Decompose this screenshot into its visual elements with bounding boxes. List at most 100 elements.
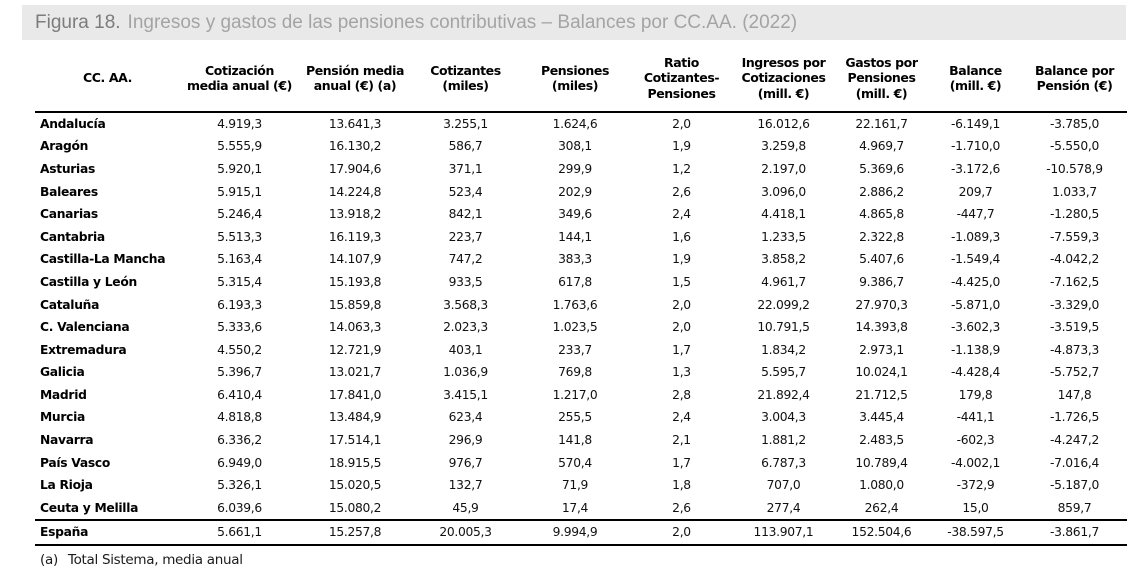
value-cell: 1,7 <box>672 455 691 470</box>
value-cell: 2,0 <box>672 297 691 312</box>
region-name-cell: Andalucía <box>40 116 106 131</box>
table-row: Cataluña 6.193,3 15.859,8 3.568,3 1.763,6 2,0… <box>35 294 1127 317</box>
table-row: Galicia 5.396,7 13.021,7 1.036,9 769,8 1,3 5.5… <box>35 361 1127 384</box>
column-header: Balance por Pensión (€) <box>1022 45 1127 113</box>
value-cell: 3.259,8 <box>761 139 806 154</box>
footnote-text: Total Sistema, media anual <box>67 552 243 568</box>
value-cell: 6.787,3 <box>761 455 806 470</box>
value-cell: 20.005,3 <box>411 519 520 546</box>
value-cell: 71,9 <box>561 478 589 493</box>
header-row: CC. AA. Cotización media anual (€) Pensión… <box>35 45 1127 113</box>
value-cell: 233,7 <box>558 342 592 357</box>
value-cell: 1,8 <box>672 478 691 493</box>
value-cell: 255,5 <box>558 410 592 425</box>
region-name-cell: Extremadura <box>40 342 127 357</box>
value-cell: 1.217,0 <box>552 387 598 402</box>
value-cell: 1,3 <box>672 365 691 380</box>
value-cell: 9.386,7 <box>859 274 904 289</box>
value-cell: 5.661,1 <box>180 519 299 546</box>
value-cell: 859,7 <box>1057 500 1092 515</box>
region-name-cell: Castilla y León <box>40 274 137 289</box>
value-cell: 15.080,2 <box>328 500 382 515</box>
value-cell: -10.578,9 <box>1046 162 1103 177</box>
value-cell: 4.961,7 <box>761 274 806 289</box>
value-cell: 6.949,0 <box>217 455 262 470</box>
value-cell: 1,5 <box>672 274 691 289</box>
value-cell: 132,7 <box>448 478 483 493</box>
value-cell: -3.172,6 <box>951 162 1000 177</box>
value-cell: -447,7 <box>956 207 995 222</box>
value-cell: -3.519,5 <box>1050 320 1099 335</box>
value-cell: 623,4 <box>448 410 483 425</box>
value-cell: 3.415,1 <box>443 387 488 402</box>
value-cell: 13.918,2 <box>328 207 382 222</box>
value-cell: 5.396,7 <box>217 365 262 380</box>
value-cell: 14.224,8 <box>328 184 382 199</box>
value-cell: 349,6 <box>558 207 592 222</box>
value-cell: 1.763,6 <box>552 297 598 312</box>
column-header: Gastos por Pensiones (mill. €) <box>834 45 929 113</box>
value-cell: 14.063,3 <box>328 320 382 335</box>
value-cell: 4.550,2 <box>217 342 262 357</box>
value-cell: 2,0 <box>630 519 733 546</box>
table-footnote: (a) Total Sistema, media anual <box>40 552 243 568</box>
value-cell: -1.726,5 <box>1050 410 1099 425</box>
value-cell: 299,9 <box>558 162 592 177</box>
value-cell: 5.555,9 <box>217 139 262 154</box>
value-cell: 15,0 <box>962 500 989 515</box>
value-cell: 18.915,5 <box>328 455 382 470</box>
figure-title: Ingresos y gastos de las pensiones contr… <box>127 11 798 33</box>
value-cell: 3.858,2 <box>761 252 806 267</box>
value-cell: 976,7 <box>448 455 483 470</box>
value-cell: 4.865,8 <box>859 207 904 222</box>
value-cell: 15.859,8 <box>328 297 382 312</box>
region-name-cell: Navarra <box>40 432 94 447</box>
column-header: Ingresos por Cotizaciones (mill. €) <box>733 45 834 113</box>
value-cell: 4.818,8 <box>217 410 262 425</box>
value-cell: 1.080,0 <box>859 478 904 493</box>
value-cell: 17,4 <box>561 500 589 515</box>
value-cell: 747,2 <box>448 252 483 267</box>
value-cell: 22.099,2 <box>757 297 810 312</box>
value-cell: 21.712,5 <box>855 387 908 402</box>
value-cell: 2.483,5 <box>859 432 904 447</box>
table-row: Andalucía 4.919,3 13.641,3 3.255,1 1.624,6 2,… <box>35 112 1127 136</box>
value-cell: 4.969,7 <box>859 139 904 154</box>
value-cell: -3.861,7 <box>1022 519 1127 546</box>
region-name-cell: Aragón <box>40 139 89 154</box>
region-name-cell: Cataluña <box>40 297 100 312</box>
value-cell: 179,8 <box>958 387 993 402</box>
value-cell: 1.023,5 <box>552 320 598 335</box>
value-cell: 5.513,3 <box>217 229 262 244</box>
value-cell: 3.445,4 <box>859 410 904 425</box>
value-cell: -3.329,0 <box>1050 297 1099 312</box>
table-row: Castilla-La Mancha 5.163,4 14.107,9 747,2 38… <box>35 248 1127 271</box>
column-header: CC. AA. <box>35 45 180 113</box>
table-body: Andalucía 4.919,3 13.641,3 3.255,1 1.624,6 2,… <box>35 112 1127 546</box>
value-cell: -1.549,4 <box>951 252 1000 267</box>
value-cell: 13.641,3 <box>328 116 382 131</box>
value-cell: 14.107,9 <box>328 252 382 267</box>
value-cell: -4.428,4 <box>951 365 1000 380</box>
value-cell: 4.418,1 <box>761 207 806 222</box>
region-name-cell: Murcia <box>40 410 86 425</box>
value-cell: 15.020,5 <box>328 478 382 493</box>
value-cell: 6.336,2 <box>217 432 262 447</box>
value-cell: 16.130,2 <box>328 139 382 154</box>
value-cell: 3.004,3 <box>761 410 806 425</box>
total-row: España 5.661,1 15.257,8 20.005,3 9.994,9 2,0 1… <box>35 519 1127 546</box>
table-row: Madrid 6.410,4 17.841,0 3.415,1 1.217,0 2,8 21… <box>35 384 1127 407</box>
value-cell: 5.315,4 <box>217 274 262 289</box>
value-cell: -6.149,1 <box>951 116 1000 131</box>
value-cell: 5.369,6 <box>859 162 904 177</box>
value-cell: -4.002,1 <box>951 455 1000 470</box>
value-cell: 277,4 <box>766 500 801 515</box>
value-cell: -5.871,0 <box>951 297 1000 312</box>
value-cell: 2,0 <box>672 320 691 335</box>
value-cell: 17.904,6 <box>328 162 382 177</box>
column-header: Pensiones (miles) <box>520 45 630 113</box>
value-cell: -5.187,0 <box>1050 478 1099 493</box>
region-name-cell: La Rioja <box>40 478 93 493</box>
value-cell: 141,8 <box>558 432 592 447</box>
value-cell: -7.016,4 <box>1050 455 1099 470</box>
